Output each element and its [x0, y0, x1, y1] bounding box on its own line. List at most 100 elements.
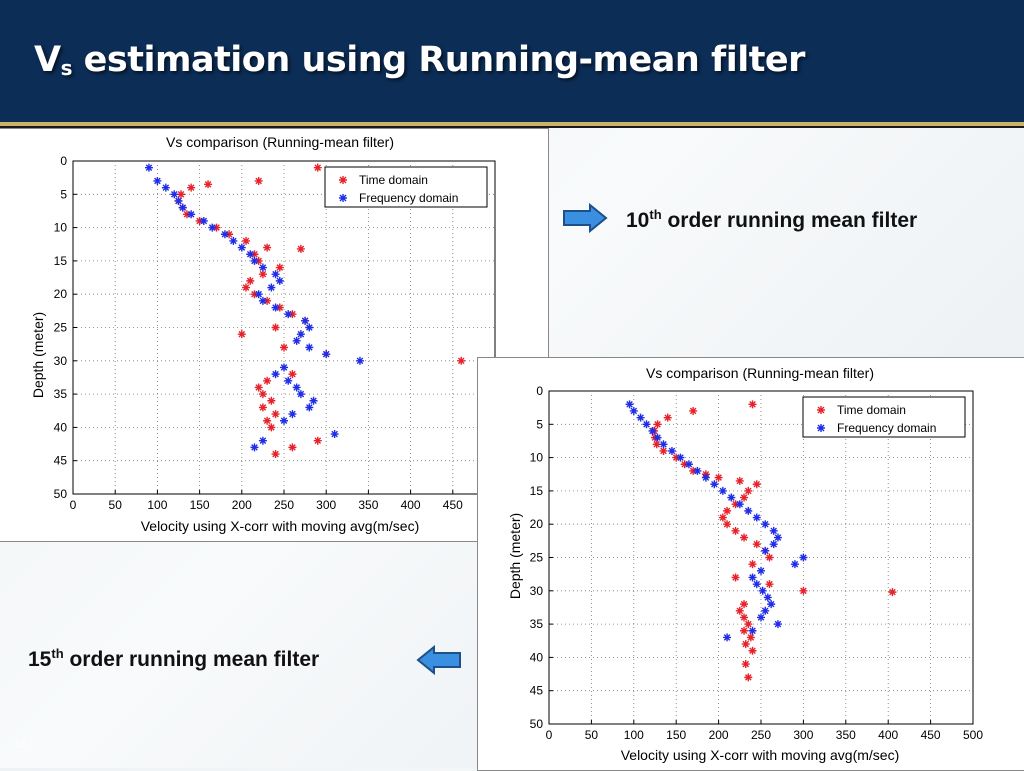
data-point — [718, 513, 727, 522]
data-point — [258, 263, 267, 272]
x-tick-label: 150 — [190, 498, 210, 512]
data-point — [242, 236, 251, 245]
data-point — [280, 416, 288, 425]
data-point — [153, 176, 162, 185]
data-point — [689, 466, 698, 475]
series-frequency-domain — [144, 163, 364, 452]
data-point — [763, 593, 772, 602]
x-tick-label: 300 — [793, 728, 813, 742]
data-point — [714, 473, 723, 482]
note-10th-order: 10th order running mean filter — [626, 207, 918, 232]
y-tick-label: 35 — [54, 387, 68, 401]
legend: Time domain Frequency domain — [324, 166, 488, 208]
data-point — [309, 396, 318, 405]
data-point — [288, 410, 297, 419]
x-tick-label: 500 — [963, 728, 983, 742]
data-point — [653, 420, 662, 429]
data-point — [701, 473, 710, 482]
x-tick-label: 100 — [147, 498, 167, 512]
legend-box — [802, 396, 966, 438]
data-point — [267, 396, 276, 405]
data-point — [237, 330, 246, 339]
data-point — [710, 480, 719, 489]
chart-figure-2: Vs comparison (Running-mean filter) Velo… — [477, 357, 1024, 771]
data-point — [744, 673, 753, 682]
data-point — [744, 506, 753, 515]
data-point — [174, 196, 183, 205]
data-point — [735, 476, 744, 485]
x-tick-label: 200 — [232, 498, 252, 512]
data-point — [292, 336, 301, 345]
data-point — [296, 390, 305, 399]
series-time-domain — [650, 400, 897, 682]
legend-label: Frequency domain — [837, 421, 936, 435]
data-point — [271, 450, 280, 459]
series-frequency-domain — [625, 400, 808, 642]
data-point — [271, 410, 280, 419]
data-point — [182, 210, 191, 219]
data-point — [187, 183, 196, 192]
data-point — [288, 443, 297, 452]
data-point — [765, 553, 774, 562]
x-tick-label: 200 — [709, 728, 729, 742]
y-tick-label: 5 — [60, 187, 67, 201]
y-tick-label: 50 — [530, 717, 544, 731]
data-point — [758, 586, 767, 595]
data-point — [258, 390, 267, 399]
data-point — [723, 506, 732, 515]
data-point — [667, 446, 676, 455]
data-point — [765, 580, 774, 589]
data-point — [723, 633, 732, 642]
data-point — [718, 486, 727, 495]
data-point — [744, 620, 753, 629]
data-point — [254, 176, 263, 185]
data-point — [731, 500, 740, 509]
data-point — [313, 436, 322, 445]
data-point — [250, 443, 259, 452]
data-point — [330, 430, 339, 439]
x-tick-label: 150 — [666, 728, 686, 742]
chart-1-svg: Vs comparison (Running-mean filter) Velo… — [30, 134, 496, 534]
y-tick-label: 15 — [54, 254, 68, 268]
x-tick-label: 50 — [585, 728, 599, 742]
chart-2-xlabel: Velocity using X-corr with moving avg(m/… — [621, 747, 900, 763]
data-point — [748, 626, 757, 635]
data-point — [275, 303, 284, 312]
data-point — [773, 620, 782, 629]
y-tick-label: 25 — [54, 321, 68, 335]
data-point — [284, 310, 293, 319]
data-point — [246, 276, 255, 285]
data-point — [680, 460, 689, 469]
data-point — [296, 330, 305, 339]
data-point — [271, 303, 280, 312]
data-point — [752, 513, 761, 522]
data-point — [263, 416, 272, 425]
data-point — [258, 436, 267, 445]
data-point — [659, 440, 668, 449]
chart-2-title: Vs comparison (Running-mean filter) — [646, 365, 874, 381]
data-point — [212, 223, 221, 232]
data-point — [275, 263, 284, 272]
data-point — [170, 190, 179, 199]
chart-1-ylabel: Depth (meter) — [30, 312, 46, 398]
data-point — [305, 403, 314, 412]
data-point — [676, 453, 685, 462]
data-point — [301, 316, 310, 325]
data-point — [271, 323, 280, 332]
data-point — [672, 453, 681, 462]
data-point — [271, 370, 280, 379]
x-tick-label: 250 — [751, 728, 771, 742]
data-point — [263, 243, 272, 252]
data-point — [267, 283, 276, 292]
data-point — [250, 250, 259, 259]
data-point — [740, 533, 749, 542]
data-point — [275, 276, 284, 285]
data-point — [723, 520, 732, 529]
y-tick-label: 0 — [536, 384, 543, 398]
data-point — [648, 426, 657, 435]
header-accent-line — [0, 122, 1024, 126]
data-point — [888, 588, 897, 597]
data-point — [199, 216, 208, 225]
data-point — [288, 310, 297, 319]
chart-2-svg: Vs comparison (Running-mean filter) Velo… — [507, 365, 983, 763]
